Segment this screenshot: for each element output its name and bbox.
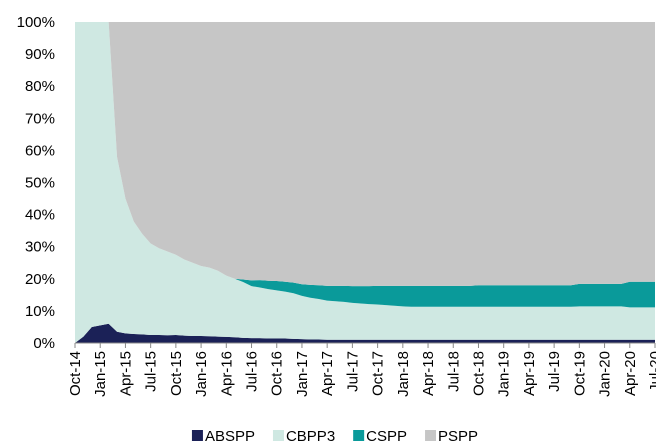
x-tick-label: Oct-15 — [168, 351, 185, 396]
x-tick-label: Apr-19 — [521, 351, 538, 396]
x-tick-label: Jan-17 — [294, 351, 311, 397]
x-tick-label: Oct-19 — [571, 351, 588, 396]
x-tick-label: Apr-15 — [117, 351, 134, 396]
x-tick-label: Oct-17 — [370, 351, 387, 396]
y-tick-label: 30% — [25, 239, 55, 256]
x-tick-label: Jul-16 — [244, 351, 261, 392]
legend-label: CBPP3 — [286, 428, 335, 445]
legend-swatch — [425, 430, 437, 441]
x-tick-label: Jan-15 — [92, 351, 109, 397]
x-tick-label: Jul-18 — [445, 351, 462, 392]
x-tick-label: Jul-19 — [546, 351, 563, 392]
y-tick-label: 90% — [25, 46, 55, 63]
x-tick-label: Jan-16 — [193, 351, 210, 397]
y-tick-label: 80% — [25, 78, 55, 95]
legend-label: PSPP — [438, 428, 478, 445]
y-tick-label: 100% — [17, 14, 55, 31]
x-tick-label: Oct-14 — [67, 351, 84, 396]
x-tick-label: Apr-17 — [319, 351, 336, 396]
x-tick-label: Jul-15 — [143, 351, 160, 392]
x-tick-label: Jan-18 — [395, 351, 412, 397]
x-tick-label: Oct-18 — [470, 351, 487, 396]
y-tick-label: 70% — [25, 110, 55, 127]
y-tick-label: 50% — [25, 175, 55, 192]
legend-swatch — [191, 430, 203, 441]
y-tick-label: 60% — [25, 142, 55, 159]
y-tick-label: 0% — [33, 335, 55, 352]
legend-swatch — [353, 430, 365, 441]
legend: ABSPP CBPP3 CSPP PSPP — [191, 428, 478, 445]
area — [75, 22, 655, 343]
x-tick-label: Jul-20 — [647, 351, 656, 392]
area — [75, 323, 655, 343]
x-tick-label: Jan-19 — [496, 351, 513, 397]
y-tick-label: 40% — [25, 207, 55, 224]
x-tick-label: Jan-20 — [597, 351, 614, 397]
legend-swatch — [272, 430, 284, 441]
x-tick-label: Oct-16 — [269, 351, 286, 396]
x-tick-label: Jul-17 — [344, 351, 361, 392]
x-tick-label: Apr-18 — [420, 351, 437, 396]
y-tick-label: 20% — [25, 271, 55, 288]
x-tick-label: Apr-16 — [218, 351, 235, 396]
y-tick-label: 10% — [25, 303, 55, 320]
legend-label: ABSPP — [205, 428, 255, 445]
area — [75, 22, 655, 287]
legend-label: CSPP — [366, 428, 407, 445]
x-tick-label: Apr-20 — [622, 351, 639, 396]
